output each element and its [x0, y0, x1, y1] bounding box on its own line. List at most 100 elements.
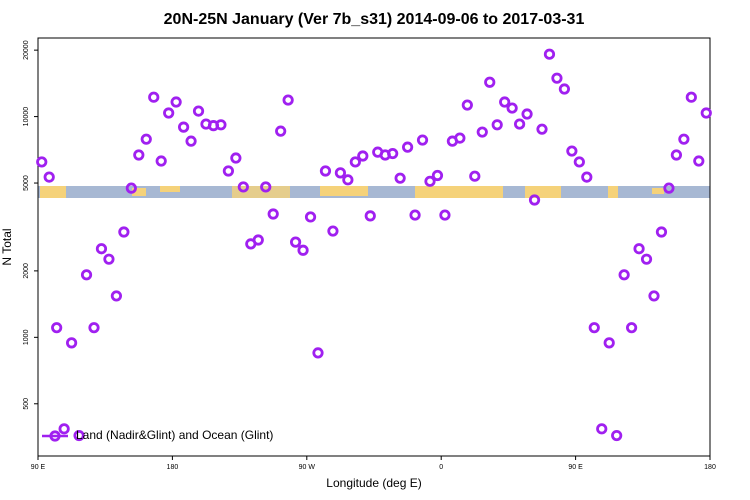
point: [252, 234, 264, 246]
point: [215, 119, 227, 131]
point: [357, 150, 369, 162]
point: [387, 147, 399, 160]
x-tick-label: 90 W: [299, 464, 316, 471]
point: [148, 91, 160, 103]
point: [469, 170, 481, 182]
point: [334, 167, 346, 179]
point: [185, 135, 197, 147]
point: [155, 155, 167, 167]
point: [513, 118, 526, 130]
point: [36, 156, 48, 168]
point: [633, 243, 645, 255]
point: [163, 107, 175, 119]
point: [312, 347, 324, 359]
point: [222, 165, 234, 177]
point: [349, 156, 361, 168]
point: [588, 322, 600, 334]
point: [640, 253, 653, 265]
point: [484, 76, 496, 88]
point: [319, 165, 332, 177]
point: [192, 105, 205, 117]
point: [297, 244, 309, 256]
x-tick-label: 90 E: [31, 464, 46, 471]
point: [342, 174, 354, 186]
point: [603, 337, 615, 349]
point: [304, 211, 317, 223]
point: [581, 171, 593, 183]
point: [133, 149, 145, 161]
point: [88, 322, 100, 334]
point: [118, 226, 130, 238]
point: [596, 423, 608, 435]
point: [394, 172, 406, 184]
y-tick-label: 500: [23, 398, 30, 410]
x-tick-label: 0: [439, 464, 443, 471]
point: [327, 225, 339, 237]
point: [58, 423, 70, 435]
point: [178, 121, 190, 133]
point: [700, 107, 712, 119]
point: [103, 253, 115, 265]
point: [140, 133, 152, 145]
point: [491, 119, 503, 131]
point: [230, 152, 242, 164]
point: [566, 145, 578, 157]
point: [424, 175, 436, 187]
y-tick-label: 1000: [23, 329, 30, 345]
point: [282, 94, 294, 106]
point: [66, 337, 78, 349]
point: [454, 132, 466, 144]
point: [416, 134, 429, 146]
point: [476, 126, 488, 138]
point: [618, 269, 630, 281]
y-axis-label: N Total: [0, 228, 14, 265]
point: [401, 141, 414, 153]
legend-marker: [49, 430, 61, 442]
point: [439, 209, 451, 221]
point: [543, 48, 556, 60]
point: [364, 210, 376, 222]
map-strip: [38, 186, 710, 198]
x-tick-label: 180: [704, 464, 716, 471]
point: [267, 208, 279, 220]
point: [670, 149, 683, 161]
point: [506, 102, 518, 114]
y-tick-label: 20000: [23, 40, 30, 60]
point: [693, 155, 705, 167]
point: [260, 181, 272, 193]
point: [648, 290, 660, 302]
x-tick-label: 180: [167, 464, 179, 471]
point: [51, 322, 63, 334]
point: [528, 194, 541, 206]
legend-label: Land (Nadir&Glint) and Ocean (Glint): [76, 428, 273, 442]
point: [237, 181, 249, 193]
x-axis-label: Longitude (deg E): [326, 476, 421, 490]
point: [551, 72, 563, 84]
point: [521, 108, 533, 120]
x-tick-label: 90 E: [568, 464, 583, 471]
point: [289, 236, 302, 248]
plot-frame: [37, 37, 711, 457]
y-tick-label: 5000: [23, 175, 30, 191]
point: [536, 123, 548, 135]
point: [573, 156, 585, 168]
point: [170, 96, 182, 108]
point: [73, 429, 85, 442]
point: [678, 133, 690, 145]
point: [409, 209, 421, 221]
y-tick-label: 2000: [23, 263, 30, 279]
point: [125, 182, 137, 194]
point: [431, 169, 444, 182]
point: [461, 99, 473, 111]
point: [685, 91, 697, 103]
point: [110, 290, 123, 302]
point: [663, 182, 675, 194]
y-tick-label: 10000: [23, 107, 30, 127]
point: [95, 243, 108, 255]
point: [499, 96, 511, 108]
point: [43, 171, 55, 183]
point: [625, 322, 638, 334]
point: [611, 429, 623, 442]
chart-title: 20N-25N January (Ver 7b_s31) 2014-09-06 …: [164, 11, 585, 28]
